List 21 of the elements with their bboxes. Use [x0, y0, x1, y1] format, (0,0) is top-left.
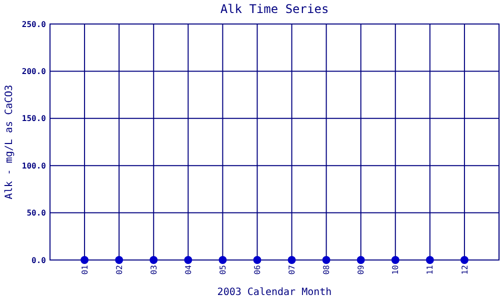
y-tick-label: 250.0 [22, 20, 46, 29]
y-tick-label: 50.0 [26, 208, 46, 218]
x-tick-label: 04 [184, 264, 193, 275]
x-tick-label: 12 [460, 264, 470, 275]
y-tick-label: 100.0 [22, 161, 46, 170]
x-tick-label: 06 [253, 264, 262, 275]
x-tick-label: 05 [218, 264, 228, 275]
x-tick-label: 10 [391, 264, 400, 275]
y-tick-label: 200.0 [22, 67, 46, 76]
y-tick-label: 0.0 [32, 256, 46, 265]
x-tick-label: 07 [288, 264, 297, 275]
x-tick-label: 09 [356, 264, 366, 275]
y-tick-label: 150.0 [22, 114, 46, 124]
y-axis-title: Alk - mg/L as CaCO3 [4, 84, 15, 200]
x-axis-title: 2003 Calendar Month [217, 287, 332, 298]
x-tick-label: 01 [80, 264, 90, 275]
x-tick-label: 08 [322, 264, 332, 275]
x-tick-label: 11 [426, 264, 435, 275]
x-tick-label: 03 [149, 264, 158, 275]
x-tick-label: 02 [114, 264, 124, 275]
chart-title: Alk Time Series [220, 2, 329, 16]
